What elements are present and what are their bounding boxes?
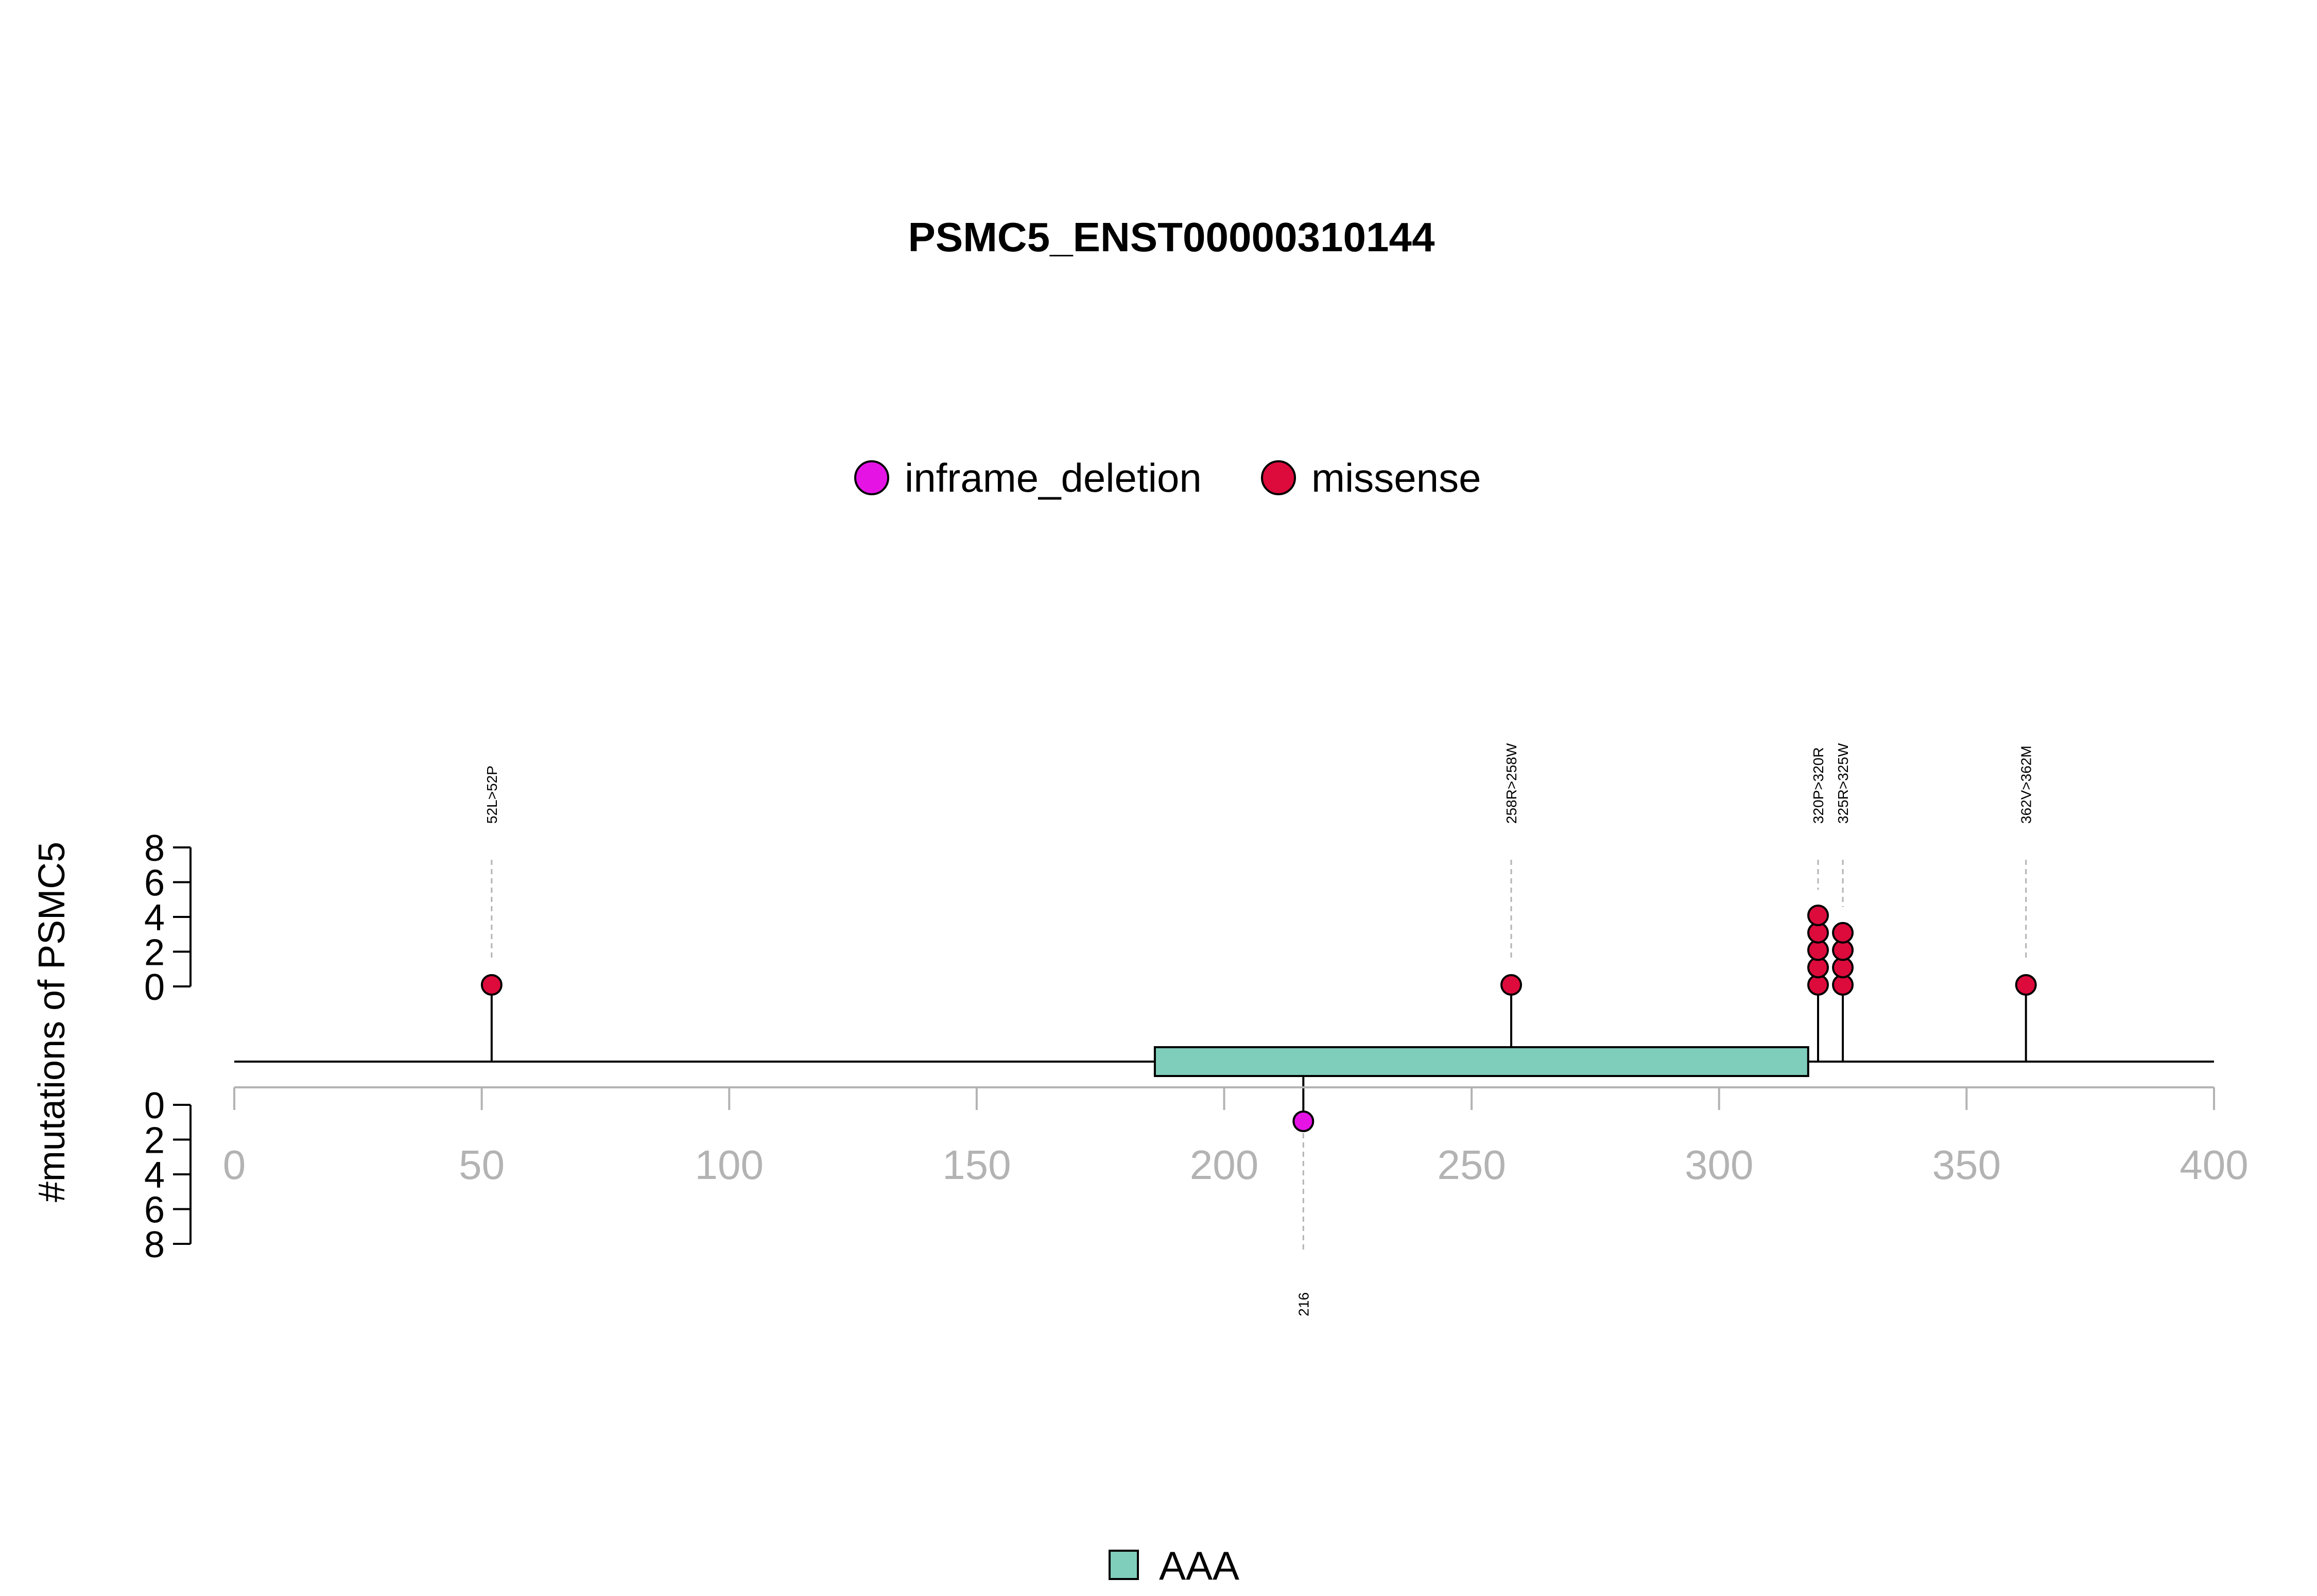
legend-marker-missense [1261, 460, 1296, 495]
legend-marker-inframe_deletion [854, 460, 889, 495]
mutation-point-258-1 [1500, 974, 1523, 996]
x-tick-label-400: 400 [2180, 1142, 2248, 1188]
mutation-point-362-1 [2015, 974, 2037, 996]
mutation-points [480, 905, 2037, 1132]
y-tick-label-bottom-6: 6 [144, 1190, 165, 1231]
mutation-label-bottom-216: 216 [1295, 1292, 1311, 1316]
mutation-label-362: 362V>362M [2018, 745, 2034, 824]
mutation-stems [490, 986, 2027, 1122]
x-tick-label-300: 300 [1685, 1142, 1753, 1188]
y-axis-label: #mutations of PSMC5 [31, 842, 73, 1202]
y-tick-label-bottom-8: 8 [144, 1224, 165, 1265]
x-tick-label-50: 50 [459, 1142, 505, 1188]
legend-label-missense: missense [1311, 455, 1481, 500]
y-tick-label-bottom-0: 0 [144, 1085, 165, 1126]
y-tick-label-top-6: 6 [144, 863, 165, 904]
x-tick-label-100: 100 [695, 1142, 764, 1188]
mutation-point-52-1 [480, 974, 503, 996]
domain-legend-label-AAA: AAA [1159, 1543, 1239, 1588]
domain-legend-swatch-AAA [1109, 1550, 1139, 1580]
x-axis: 0 50 100 150 200 250 300 350 400 [223, 1086, 2249, 1188]
x-tick-label-0: 0 [223, 1142, 246, 1188]
x-tick-label-200: 200 [1190, 1142, 1258, 1188]
label-guides [491, 860, 2027, 1251]
y-tick-label-top-0: 0 [144, 967, 165, 1008]
y-tick-label-top-8: 8 [144, 828, 165, 869]
y-tick-label-bottom-2: 2 [144, 1120, 165, 1161]
mutation-point-bottom-216-1 [1292, 1111, 1315, 1132]
domain-boxes [1153, 1046, 1809, 1077]
mutation-labels: 52L>52P 258R>258W 320P>320R 325R>325W 362V>3… [484, 743, 2034, 1316]
mutation-label-325: 325R>325W [1835, 743, 1851, 824]
mutation-point-325-4 [1832, 922, 1854, 944]
domain-AAA [1153, 1046, 1809, 1077]
domain-legend: AAA [1109, 1543, 1239, 1588]
y-tick-label-top-4: 4 [144, 897, 165, 939]
y-tick-label-top-2: 2 [144, 932, 165, 974]
mutation-point-320-5 [1807, 905, 1829, 926]
x-tick-label-250: 250 [1437, 1142, 1506, 1188]
x-tick-label-150: 150 [942, 1142, 1011, 1188]
x-tick-label-350: 350 [1932, 1142, 2001, 1188]
y-tick-label-bottom-4: 4 [144, 1155, 165, 1196]
legend-label-inframe_deletion: inframe_deletion [905, 455, 1202, 500]
mutation-label-52: 52L>52P [484, 766, 500, 824]
mutation-label-258: 258R>258W [1503, 743, 1519, 824]
mutation-type-legend: inframe_deletion missense [854, 455, 1481, 500]
chart-title: PSMC5_ENST00000310144 [908, 214, 1435, 260]
mutation-label-320: 320P>320R [1810, 747, 1826, 824]
